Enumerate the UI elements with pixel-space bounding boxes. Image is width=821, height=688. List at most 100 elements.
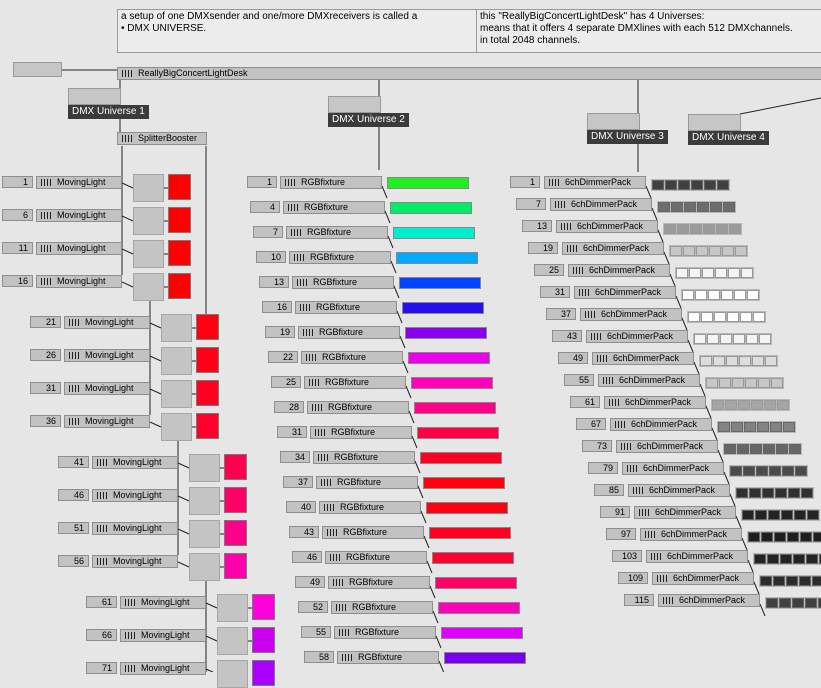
rgb-fixture-channel[interactable]: 4 [250, 201, 280, 213]
dimmer-pack-node[interactable]: 6chDimmerPack [658, 594, 760, 607]
moving-light-pad[interactable] [217, 660, 248, 688]
rgb-fixture-node[interactable]: RGBfixture [295, 301, 397, 314]
rgb-fixture-node[interactable]: RGBfixture [292, 276, 394, 289]
moving-light-pad[interactable] [189, 553, 220, 581]
dimmer-pack-node[interactable]: 6chDimmerPack [544, 176, 646, 189]
moving-light-channel[interactable]: 71 [86, 662, 117, 674]
moving-light-pad[interactable] [133, 174, 164, 202]
dimmer-pack-channel[interactable]: 79 [588, 462, 618, 474]
dimmer-pack-channel[interactable]: 97 [606, 528, 636, 540]
rgb-fixture-node[interactable]: RGBfixture [316, 476, 418, 489]
dimmer-pack-channel[interactable]: 49 [558, 352, 588, 364]
rgb-fixture-channel[interactable]: 31 [277, 426, 307, 438]
dimmer-pack-node[interactable]: 6chDimmerPack [616, 440, 718, 453]
dimmer-pack-node[interactable]: 6chDimmerPack [562, 242, 664, 255]
moving-light-node[interactable]: MovingLight [120, 596, 206, 609]
moving-light-pad[interactable] [217, 627, 248, 655]
dimmer-pack-node[interactable]: 6chDimmerPack [598, 374, 700, 387]
dimmer-pack-node[interactable]: 6chDimmerPack [646, 550, 748, 563]
moving-light-pad[interactable] [133, 207, 164, 235]
moving-light-node[interactable]: MovingLight [120, 662, 206, 675]
moving-light-pad[interactable] [217, 594, 248, 622]
rgb-fixture-node[interactable]: RGBfixture [325, 551, 427, 564]
moving-light-node[interactable]: MovingLight [64, 316, 150, 329]
rgb-fixture-node[interactable]: RGBfixture [328, 576, 430, 589]
rgb-fixture-node[interactable]: RGBfixture [319, 501, 421, 514]
moving-light-node[interactable]: MovingLight [64, 415, 150, 428]
moving-light-channel[interactable]: 21 [30, 316, 61, 328]
dimmer-pack-node[interactable]: 6chDimmerPack [610, 418, 712, 431]
rgb-fixture-channel[interactable]: 28 [274, 401, 304, 413]
moving-light-channel[interactable]: 31 [30, 382, 61, 394]
dimmer-pack-node[interactable]: 6chDimmerPack [628, 484, 730, 497]
moving-light-channel[interactable]: 36 [30, 415, 61, 427]
rgb-fixture-node[interactable]: RGBfixture [322, 526, 424, 539]
rgb-fixture-channel[interactable]: 13 [259, 276, 289, 288]
rgb-fixture-channel[interactable]: 25 [271, 376, 301, 388]
moving-light-node[interactable]: MovingLight [64, 382, 150, 395]
dimmer-pack-channel[interactable]: 85 [594, 484, 624, 496]
rgb-fixture-node[interactable]: RGBfixture [286, 226, 388, 239]
dimmer-pack-node[interactable]: 6chDimmerPack [604, 396, 706, 409]
rgb-fixture-node[interactable]: RGBfixture [304, 376, 406, 389]
dimmer-pack-channel[interactable]: 55 [564, 374, 594, 386]
rgb-fixture-node[interactable]: RGBfixture [313, 451, 415, 464]
universe-3-box[interactable] [587, 113, 640, 130]
moving-light-pad[interactable] [161, 380, 192, 408]
dimmer-pack-channel[interactable]: 1 [510, 176, 540, 188]
moving-light-channel[interactable]: 11 [2, 242, 33, 254]
dimmer-pack-channel[interactable]: 37 [546, 308, 576, 320]
moving-light-channel[interactable]: 46 [58, 489, 89, 501]
dimmer-pack-node[interactable]: 6chDimmerPack [550, 198, 652, 211]
rgb-fixture-channel[interactable]: 58 [304, 651, 334, 663]
moving-light-channel[interactable]: 56 [58, 555, 89, 567]
rgb-fixture-channel[interactable]: 55 [301, 626, 331, 638]
moving-light-channel[interactable]: 1 [2, 176, 33, 188]
moving-light-channel[interactable]: 16 [2, 275, 33, 287]
moving-light-node[interactable]: MovingLight [92, 522, 178, 535]
dimmer-pack-channel[interactable]: 7 [516, 198, 546, 210]
dimmer-pack-channel[interactable]: 61 [570, 396, 600, 408]
rgb-fixture-channel[interactable]: 37 [283, 476, 313, 488]
rgb-fixture-channel[interactable]: 22 [268, 351, 298, 363]
rgb-fixture-node[interactable]: RGBfixture [280, 176, 382, 189]
moving-light-pad[interactable] [161, 314, 192, 342]
rgb-fixture-node[interactable]: RGBfixture [289, 251, 391, 264]
desk-node[interactable]: ReallyBigConcertLightDesk [117, 67, 821, 80]
dimmer-pack-channel[interactable]: 109 [618, 572, 648, 584]
rgb-fixture-channel[interactable]: 16 [262, 301, 292, 313]
moving-light-pad[interactable] [133, 240, 164, 268]
dimmer-pack-channel[interactable]: 13 [522, 220, 552, 232]
moving-light-pad[interactable] [133, 273, 164, 301]
dimmer-pack-node[interactable]: 6chDimmerPack [622, 462, 724, 475]
dimmer-pack-channel[interactable]: 19 [528, 242, 558, 254]
dimmer-pack-node[interactable]: 6chDimmerPack [592, 352, 694, 365]
moving-light-node[interactable]: MovingLight [36, 209, 122, 222]
rgb-fixture-channel[interactable]: 10 [256, 251, 286, 263]
dimmer-pack-channel[interactable]: 31 [540, 286, 570, 298]
moving-light-channel[interactable]: 61 [86, 596, 117, 608]
dimmer-pack-channel[interactable]: 73 [582, 440, 612, 452]
moving-light-node[interactable]: MovingLight [92, 456, 178, 469]
universe-1-box[interactable] [68, 88, 121, 105]
splitter-booster-node[interactable]: SplitterBooster [117, 132, 207, 145]
moving-light-pad[interactable] [189, 520, 220, 548]
dimmer-pack-channel[interactable]: 115 [624, 594, 654, 606]
rgb-fixture-channel[interactable]: 1 [247, 176, 277, 188]
dimmer-pack-node[interactable]: 6chDimmerPack [640, 528, 742, 541]
rgb-fixture-node[interactable]: RGBfixture [283, 201, 385, 214]
dimmer-pack-node[interactable]: 6chDimmerPack [586, 330, 688, 343]
dimmer-pack-node[interactable]: 6chDimmerPack [556, 220, 658, 233]
rgb-fixture-channel[interactable]: 46 [292, 551, 322, 563]
dimmer-pack-channel[interactable]: 25 [534, 264, 564, 276]
rgb-fixture-channel[interactable]: 52 [298, 601, 328, 613]
rgb-fixture-node[interactable]: RGBfixture [307, 401, 409, 414]
moving-light-channel[interactable]: 6 [2, 209, 33, 221]
rgb-fixture-node[interactable]: RGBfixture [334, 626, 436, 639]
moving-light-channel[interactable]: 41 [58, 456, 89, 468]
moving-light-pad[interactable] [189, 454, 220, 482]
moving-light-node[interactable]: MovingLight [36, 275, 122, 288]
rgb-fixture-node[interactable]: RGBfixture [331, 601, 433, 614]
universe-2-box[interactable] [328, 96, 381, 113]
moving-light-node[interactable]: MovingLight [92, 555, 178, 568]
